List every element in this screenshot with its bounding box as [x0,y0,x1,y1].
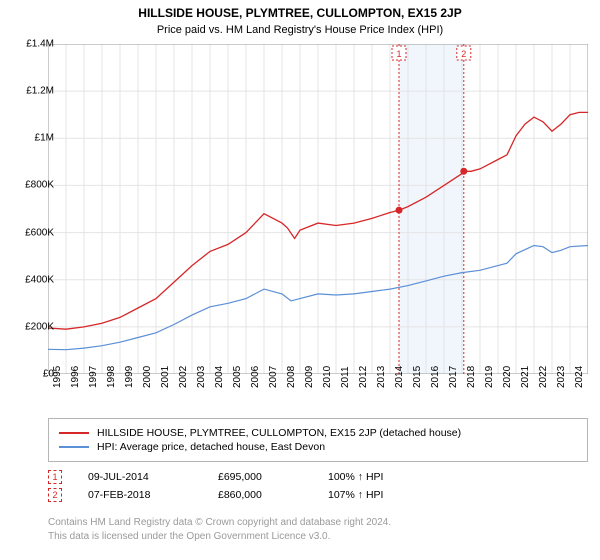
legend-swatch [59,432,89,434]
x-tick-label: 2020 [502,366,513,388]
x-tick-label: 2002 [178,366,189,388]
y-tick-label: £400K [25,274,54,285]
x-tick-label: 2019 [484,366,495,388]
y-tick-label: £800K [25,180,54,191]
x-tick-label: 2000 [142,366,153,388]
y-tick-label: £1M [35,133,54,144]
x-tick-label: 2018 [466,366,477,388]
events-table: 1 09-JUL-2014 £695,000 100% ↑ HPI 2 07-F… [48,466,588,506]
event-row: 2 07-FEB-2018 £860,000 107% ↑ HPI [48,488,588,502]
footer-line: Contains HM Land Registry data © Crown c… [48,516,588,530]
x-tick-label: 2006 [250,366,261,388]
x-tick-label: 2001 [160,366,171,388]
x-tick-label: 2017 [448,366,459,388]
event-price: £695,000 [218,471,328,483]
x-tick-label: 2008 [286,366,297,388]
event-marker-box: 1 [48,470,62,484]
x-tick-label: 2015 [412,366,423,388]
svg-text:2: 2 [461,49,466,59]
x-tick-label: 2005 [232,366,243,388]
x-tick-label: 2003 [196,366,207,388]
footer-line: This data is licensed under the Open Gov… [48,530,588,544]
y-tick-label: £600K [25,227,54,238]
x-tick-label: 2021 [520,366,531,388]
x-tick-label: 2022 [538,366,549,388]
y-tick-label: £200K [25,321,54,332]
x-tick-label: 2004 [214,366,225,388]
x-tick-label: 1997 [88,366,99,388]
legend-label: HILLSIDE HOUSE, PLYMTREE, CULLOMPTON, EX… [97,427,461,439]
event-date: 07-FEB-2018 [88,489,218,501]
event-price: £860,000 [218,489,328,501]
event-marker-label: 2 [52,490,57,500]
x-tick-label: 2023 [556,366,567,388]
x-tick-label: 2011 [340,366,351,388]
page-subtitle: Price paid vs. HM Land Registry's House … [0,20,600,36]
x-tick-label: 1995 [52,366,63,388]
event-pct: 107% ↑ HPI [328,489,448,501]
y-tick-label: £1.2M [26,86,54,97]
x-tick-label: 1996 [70,366,81,388]
x-tick-label: 2013 [376,366,387,388]
page-title: HILLSIDE HOUSE, PLYMTREE, CULLOMPTON, EX… [0,0,600,20]
x-tick-label: 1999 [124,366,135,388]
event-pct: 100% ↑ HPI [328,471,448,483]
footer: Contains HM Land Registry data © Crown c… [48,516,588,543]
chart: 12 [48,44,588,374]
event-marker-label: 1 [52,472,57,482]
event-marker-box: 2 [48,488,62,502]
legend-label: HPI: Average price, detached house, East… [97,441,325,453]
y-tick-label: £1.4M [26,39,54,50]
x-tick-label: 1998 [106,366,117,388]
x-tick-label: 2007 [268,366,279,388]
svg-text:1: 1 [396,49,401,59]
legend: HILLSIDE HOUSE, PLYMTREE, CULLOMPTON, EX… [48,418,588,462]
x-tick-label: 2016 [430,366,441,388]
x-tick-label: 2014 [394,366,405,388]
x-tick-label: 2010 [322,366,333,388]
x-tick-label: 2012 [358,366,369,388]
legend-swatch [59,446,89,448]
event-row: 1 09-JUL-2014 £695,000 100% ↑ HPI [48,470,588,484]
x-tick-label: 2009 [304,366,315,388]
legend-item: HPI: Average price, detached house, East… [59,441,577,453]
event-date: 09-JUL-2014 [88,471,218,483]
x-tick-label: 2024 [574,366,585,388]
legend-item: HILLSIDE HOUSE, PLYMTREE, CULLOMPTON, EX… [59,427,577,439]
